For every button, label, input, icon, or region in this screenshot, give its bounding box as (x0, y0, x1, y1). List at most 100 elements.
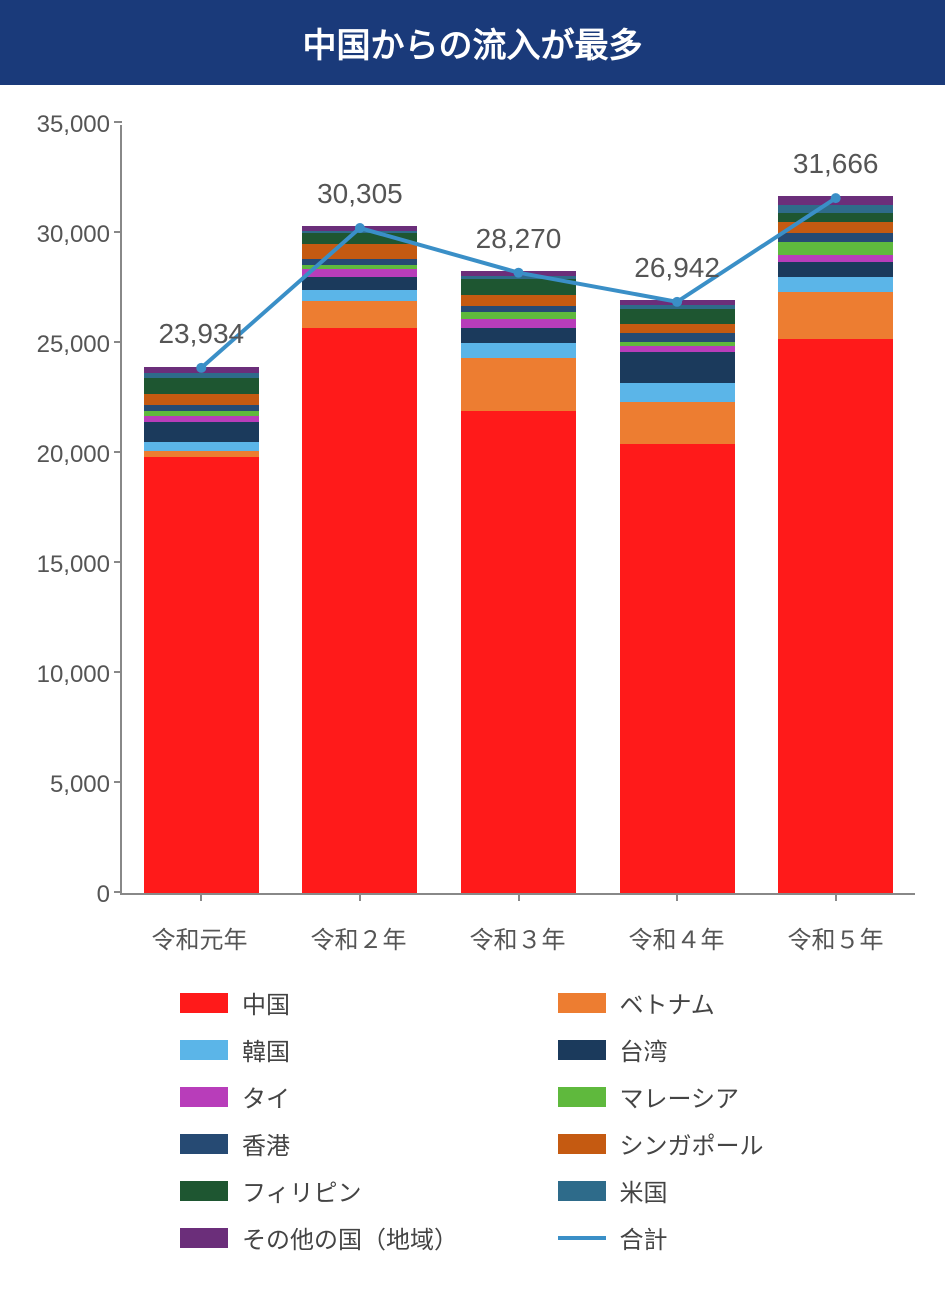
legend-item: その他の国（地域） (180, 1220, 498, 1255)
bar-segment (302, 269, 417, 277)
y-tick-label: 25,000 (37, 331, 110, 359)
x-axis-label: 令和２年 (279, 920, 438, 955)
x-axis-labels: 令和元年令和２年令和３年令和４年令和５年 (120, 895, 915, 965)
legend-swatch (180, 1134, 228, 1154)
legend-label: シンガポール (620, 1126, 764, 1161)
bar-segment (620, 402, 735, 444)
bar-segment (778, 292, 893, 338)
bar-segment (461, 358, 576, 411)
legend-label: 台湾 (620, 1032, 668, 1067)
y-tick-label: 10,000 (37, 661, 110, 689)
legend-item: シンガポール (558, 1126, 876, 1161)
chart-title-bar: 中国からの流入が最多 (0, 0, 945, 85)
y-tick-mark (114, 561, 122, 563)
legend-swatch (558, 993, 606, 1013)
legend-item: マレーシア (558, 1079, 876, 1114)
bar-column (598, 300, 757, 893)
bar-segment (778, 233, 893, 242)
stacked-bar (778, 196, 893, 893)
bar-segment (620, 444, 735, 893)
legend-swatch (180, 1181, 228, 1201)
y-tick-mark (114, 231, 122, 233)
chart-title: 中国からの流入が最多 (303, 27, 643, 65)
bar-segment (778, 277, 893, 292)
legend-swatch (180, 993, 228, 1013)
legend-swatch (180, 1087, 228, 1107)
bar-segment (461, 343, 576, 358)
plot-area: 23,93430,30528,27026,94231,666 (120, 125, 915, 895)
bar-segment (778, 222, 893, 233)
bar-segment (778, 242, 893, 255)
legend-label: 合計 (620, 1220, 668, 1255)
legend-item: 台湾 (558, 1032, 876, 1067)
bar-segment (778, 262, 893, 277)
stacked-bar (461, 271, 576, 893)
bar-segment (461, 328, 576, 343)
bar-segment (144, 378, 259, 393)
legend-item: 米国 (558, 1173, 876, 1208)
bar-segment (144, 457, 259, 893)
bar-column (756, 196, 915, 893)
legend-swatch (558, 1087, 606, 1107)
bar-segment (620, 309, 735, 324)
legend-label: 米国 (620, 1173, 668, 1208)
bar-segment (144, 442, 259, 451)
bar-segment (302, 290, 417, 301)
bar-segment (620, 352, 735, 383)
x-tick-mark (200, 893, 202, 901)
legend-label: その他の国（地域） (242, 1220, 458, 1255)
bar-segment (144, 394, 259, 405)
legend-swatch (180, 1040, 228, 1060)
data-label: 31,666 (793, 148, 879, 180)
legend-item: タイ (180, 1079, 498, 1114)
legend-item: 中国 (180, 985, 498, 1020)
legend-line-swatch (558, 1236, 606, 1240)
bar-segment (461, 411, 576, 893)
bar-segment (302, 244, 417, 259)
stacked-bar (620, 300, 735, 893)
stacked-bar (144, 367, 259, 893)
bar-segment (461, 306, 576, 313)
bar-segment (302, 277, 417, 290)
y-tick-mark (114, 451, 122, 453)
legend-label: 香港 (242, 1126, 290, 1161)
y-tick-label: 15,000 (37, 551, 110, 579)
data-label: 30,305 (317, 178, 403, 210)
legend-swatch (180, 1228, 228, 1248)
bar-segment (461, 319, 576, 328)
bar-segment (144, 405, 259, 412)
data-label: 28,270 (476, 223, 562, 255)
data-label: 26,942 (634, 252, 720, 284)
bar-column (281, 226, 440, 893)
chart-container: 05,00010,00015,00020,00025,00030,00035,0… (0, 85, 945, 1295)
legend-label: マレーシア (620, 1079, 740, 1114)
x-axis-label: 令和５年 (756, 920, 915, 955)
bar-segment (778, 255, 893, 262)
y-axis: 05,00010,00015,00020,00025,00030,00035,0… (30, 125, 120, 895)
y-tick-label: 20,000 (37, 441, 110, 469)
bar-segment (778, 205, 893, 213)
bar-segment (461, 312, 576, 319)
bar-segment (144, 416, 259, 423)
y-tick-mark (114, 671, 122, 673)
bar-segment (778, 213, 893, 222)
y-tick-label: 0 (97, 881, 110, 909)
y-tick-label: 30,000 (37, 221, 110, 249)
bar-segment (302, 233, 417, 244)
bar-segment (144, 367, 259, 374)
bar-segment (461, 295, 576, 306)
x-tick-mark (518, 893, 520, 901)
x-tick-mark (359, 893, 361, 901)
legend-label: 中国 (242, 985, 290, 1020)
bar-column (122, 367, 281, 893)
x-axis-label: 令和３年 (438, 920, 597, 955)
legend-item: 合計 (558, 1220, 876, 1255)
legend-swatch (558, 1181, 606, 1201)
bar-segment (302, 328, 417, 893)
legend-label: ベトナム (620, 985, 715, 1020)
legend-label: フィリピン (242, 1173, 362, 1208)
bar-segment (144, 422, 259, 442)
legend: 中国ベトナム韓国台湾タイマレーシア香港シンガポールフィリピン米国その他の国（地域… (30, 965, 915, 1285)
y-tick-label: 5,000 (50, 771, 110, 799)
x-axis-label: 令和４年 (597, 920, 756, 955)
